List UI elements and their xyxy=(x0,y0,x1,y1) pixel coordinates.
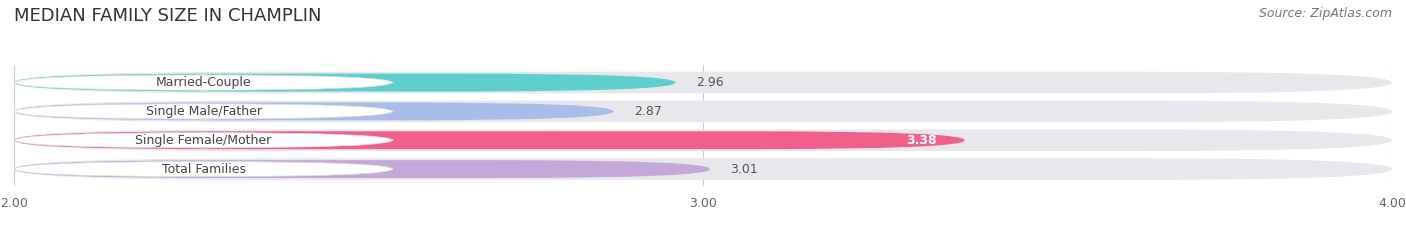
Text: Source: ZipAtlas.com: Source: ZipAtlas.com xyxy=(1258,7,1392,20)
FancyBboxPatch shape xyxy=(14,101,1392,122)
FancyBboxPatch shape xyxy=(14,72,1392,93)
FancyBboxPatch shape xyxy=(14,160,710,178)
Text: Total Families: Total Families xyxy=(162,163,246,176)
FancyBboxPatch shape xyxy=(14,161,392,177)
FancyBboxPatch shape xyxy=(14,75,392,90)
FancyBboxPatch shape xyxy=(14,133,392,148)
Text: 3.01: 3.01 xyxy=(731,163,758,176)
Text: 3.38: 3.38 xyxy=(907,134,938,147)
FancyBboxPatch shape xyxy=(14,129,1392,151)
FancyBboxPatch shape xyxy=(14,131,965,149)
Text: Married-Couple: Married-Couple xyxy=(156,76,252,89)
Text: MEDIAN FAMILY SIZE IN CHAMPLIN: MEDIAN FAMILY SIZE IN CHAMPLIN xyxy=(14,7,322,25)
Text: Single Female/Mother: Single Female/Mother xyxy=(135,134,271,147)
FancyBboxPatch shape xyxy=(14,103,613,120)
Text: Single Male/Father: Single Male/Father xyxy=(145,105,262,118)
Text: 2.87: 2.87 xyxy=(634,105,662,118)
FancyBboxPatch shape xyxy=(14,158,1392,180)
FancyBboxPatch shape xyxy=(14,104,392,119)
Text: 2.96: 2.96 xyxy=(696,76,724,89)
FancyBboxPatch shape xyxy=(14,74,675,92)
